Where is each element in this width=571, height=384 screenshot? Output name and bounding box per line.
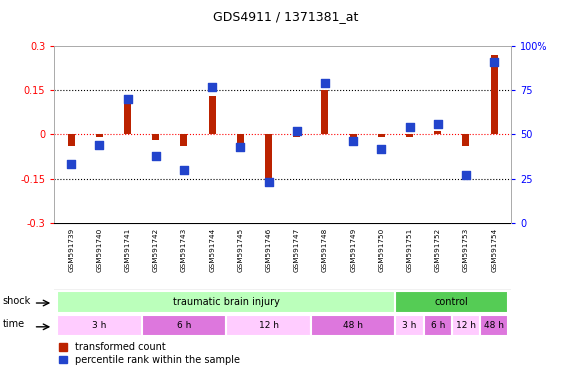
Text: GSM591740: GSM591740 [96, 228, 102, 272]
Bar [265, 134, 272, 184]
Text: GSM591745: GSM591745 [238, 228, 243, 272]
Text: GSM591749: GSM591749 [350, 228, 356, 272]
Point [179, 167, 188, 173]
Point [208, 84, 217, 90]
Point [377, 146, 386, 152]
Point [461, 172, 471, 178]
Text: GSM591742: GSM591742 [153, 228, 159, 272]
Text: 48 h: 48 h [484, 321, 504, 330]
Point [264, 179, 273, 185]
Text: traumatic brain injury: traumatic brain injury [173, 297, 280, 307]
Bar [452, 315, 480, 336]
Text: GDS4911 / 1371381_at: GDS4911 / 1371381_at [213, 10, 358, 23]
Bar [434, 131, 441, 134]
Bar [424, 315, 452, 336]
Point [123, 96, 132, 102]
Bar [378, 134, 385, 137]
Bar [490, 55, 498, 134]
Text: 12 h: 12 h [456, 321, 476, 330]
Bar [406, 134, 413, 137]
Bar [208, 96, 216, 134]
Text: time: time [3, 319, 25, 329]
Legend: transformed count, percentile rank within the sample: transformed count, percentile rank withi… [59, 343, 240, 365]
Point [320, 80, 329, 86]
Text: GSM591743: GSM591743 [181, 228, 187, 272]
Text: GSM591746: GSM591746 [266, 228, 272, 272]
Text: GSM591754: GSM591754 [491, 228, 497, 272]
Text: GSM591753: GSM591753 [463, 228, 469, 272]
Point [67, 161, 76, 167]
Bar [124, 99, 131, 134]
Bar [321, 90, 328, 134]
Bar [152, 134, 159, 140]
Text: GSM591739: GSM591739 [68, 228, 74, 272]
Text: 48 h: 48 h [343, 321, 363, 330]
Text: GSM591747: GSM591747 [293, 228, 300, 272]
Bar [311, 315, 396, 336]
Point [292, 128, 301, 134]
Text: GSM591751: GSM591751 [407, 228, 412, 272]
Bar [67, 134, 75, 146]
Bar [463, 134, 469, 146]
Text: GSM591744: GSM591744 [209, 228, 215, 272]
Point [236, 144, 245, 150]
Text: GSM591752: GSM591752 [435, 228, 441, 272]
Point [405, 124, 414, 131]
Bar [293, 134, 300, 137]
Text: 6 h: 6 h [431, 321, 445, 330]
Bar [349, 134, 357, 137]
Point [95, 142, 104, 148]
Bar [180, 134, 187, 146]
Text: 12 h: 12 h [259, 321, 279, 330]
Text: 3 h: 3 h [403, 321, 417, 330]
Text: shock: shock [3, 296, 31, 306]
Bar [396, 291, 508, 313]
Text: control: control [435, 297, 469, 307]
Point [348, 138, 357, 144]
Text: GSM591741: GSM591741 [124, 228, 131, 272]
Bar [57, 291, 396, 313]
Text: 3 h: 3 h [92, 321, 107, 330]
Bar [142, 315, 226, 336]
Bar [396, 315, 424, 336]
Point [489, 59, 498, 65]
Bar [226, 315, 311, 336]
Text: GSM591750: GSM591750 [379, 228, 384, 272]
Point [433, 121, 443, 127]
Point [151, 152, 160, 159]
Bar [480, 315, 508, 336]
Text: 6 h: 6 h [177, 321, 191, 330]
Bar [57, 315, 142, 336]
Bar [237, 134, 244, 143]
Text: GSM591748: GSM591748 [322, 228, 328, 272]
Bar [96, 134, 103, 137]
